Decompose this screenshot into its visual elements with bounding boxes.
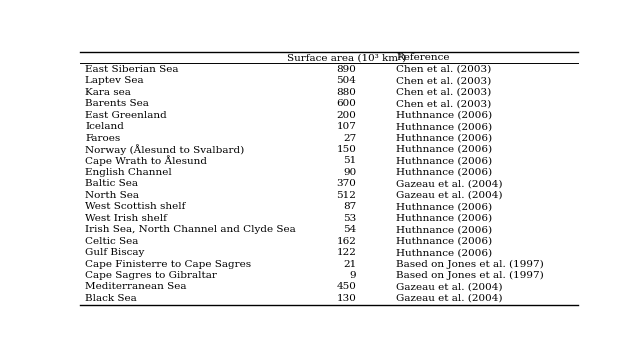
Text: Huthnance (2006): Huthnance (2006) [396,111,492,120]
Text: 9: 9 [350,271,356,280]
Text: Gazeau et al. (2004): Gazeau et al. (2004) [396,283,503,291]
Text: Reference: Reference [396,53,449,62]
Text: 21: 21 [343,259,356,269]
Text: Cape Sagres to Gibraltar: Cape Sagres to Gibraltar [85,271,217,280]
Text: 890: 890 [336,65,356,74]
Text: Based on Jones et al. (1997): Based on Jones et al. (1997) [396,259,544,269]
Text: East Greenland: East Greenland [85,111,167,120]
Text: Laptev Sea: Laptev Sea [85,76,144,85]
Text: Gazeau et al. (2004): Gazeau et al. (2004) [396,191,503,200]
Text: 90: 90 [343,168,356,177]
Text: Surface area (10³ km²): Surface area (10³ km²) [287,53,406,62]
Text: Chen et al. (2003): Chen et al. (2003) [396,88,491,97]
Text: 200: 200 [336,111,356,120]
Text: Cape Wrath to Ålesund: Cape Wrath to Ålesund [85,155,207,166]
Text: 370: 370 [336,179,356,188]
Text: 600: 600 [336,99,356,108]
Text: Iceland: Iceland [85,122,124,131]
Text: 122: 122 [336,248,356,257]
Text: Chen et al. (2003): Chen et al. (2003) [396,65,491,74]
Text: Gazeau et al. (2004): Gazeau et al. (2004) [396,179,503,188]
Text: English Channel: English Channel [85,168,172,177]
Text: 150: 150 [336,145,356,154]
Text: 880: 880 [336,88,356,97]
Text: 504: 504 [336,76,356,85]
Text: Chen et al. (2003): Chen et al. (2003) [396,76,491,85]
Text: 162: 162 [336,237,356,246]
Text: Faroes: Faroes [85,133,121,143]
Text: Huthnance (2006): Huthnance (2006) [396,168,492,177]
Text: Based on Jones et al. (1997): Based on Jones et al. (1997) [396,271,544,280]
Text: Huthnance (2006): Huthnance (2006) [396,133,492,143]
Text: West Irish shelf: West Irish shelf [85,214,167,223]
Text: Huthnance (2006): Huthnance (2006) [396,202,492,211]
Text: West Scottish shelf: West Scottish shelf [85,202,186,211]
Text: Baltic Sea: Baltic Sea [85,179,138,188]
Text: Irish Sea, North Channel and Clyde Sea: Irish Sea, North Channel and Clyde Sea [85,225,296,234]
Text: 53: 53 [343,214,356,223]
Text: 51: 51 [343,157,356,165]
Text: Huthnance (2006): Huthnance (2006) [396,122,492,131]
Text: Mediterranean Sea: Mediterranean Sea [85,283,187,291]
Text: 512: 512 [336,191,356,200]
Text: Barents Sea: Barents Sea [85,99,149,108]
Text: North Sea: North Sea [85,191,139,200]
Text: Celtic Sea: Celtic Sea [85,237,139,246]
Text: Gulf Biscay: Gulf Biscay [85,248,144,257]
Text: Kara sea: Kara sea [85,88,131,97]
Text: 450: 450 [336,283,356,291]
Text: Huthnance (2006): Huthnance (2006) [396,248,492,257]
Text: Gazeau et al. (2004): Gazeau et al. (2004) [396,294,503,303]
Text: Huthnance (2006): Huthnance (2006) [396,157,492,165]
Text: East Siberian Sea: East Siberian Sea [85,65,178,74]
Text: Norway (Ålesund to Svalbard): Norway (Ålesund to Svalbard) [85,144,245,155]
Text: 54: 54 [343,225,356,234]
Text: Chen et al. (2003): Chen et al. (2003) [396,99,491,108]
Text: Huthnance (2006): Huthnance (2006) [396,225,492,234]
Text: 107: 107 [336,122,356,131]
Text: Cape Finisterre to Cape Sagres: Cape Finisterre to Cape Sagres [85,259,252,269]
Text: Huthnance (2006): Huthnance (2006) [396,237,492,246]
Text: 87: 87 [343,202,356,211]
Text: 130: 130 [336,294,356,303]
Text: 27: 27 [343,133,356,143]
Text: Black Sea: Black Sea [85,294,137,303]
Text: Huthnance (2006): Huthnance (2006) [396,145,492,154]
Text: Huthnance (2006): Huthnance (2006) [396,214,492,223]
